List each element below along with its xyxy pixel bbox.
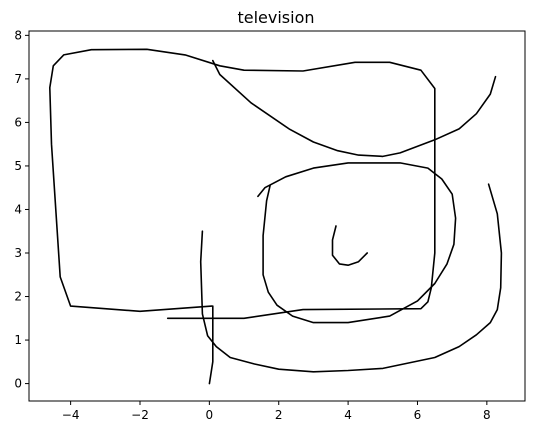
y-tick-label: 2 [14, 290, 22, 304]
x-tick-label: 2 [275, 408, 283, 422]
x-tick-label: −2 [131, 408, 149, 422]
x-tick-label: 8 [483, 408, 491, 422]
stroke-line-6 [208, 305, 214, 385]
y-tick-label: 8 [14, 28, 22, 42]
x-tick-label: −4 [62, 408, 80, 422]
stroke-line-1 [48, 48, 436, 320]
x-tick-label: 4 [344, 408, 352, 422]
chart-title: television [237, 8, 314, 27]
y-tick-label: 0 [14, 377, 22, 391]
y-tick-label: 6 [14, 115, 22, 129]
x-tick-label: 6 [414, 408, 422, 422]
stroke-line-5 [199, 183, 503, 373]
stroke-line-2 [212, 59, 497, 158]
stroke-line-3 [257, 162, 457, 324]
y-tick-label: 5 [14, 159, 22, 173]
axes-frame [28, 30, 526, 402]
x-axis: −4 −2 0 2 4 6 8 [62, 401, 491, 422]
y-axis: 0 1 2 3 4 5 6 7 8 [14, 28, 29, 391]
y-tick-label: 4 [14, 202, 22, 216]
y-tick-label: 3 [14, 246, 22, 260]
y-tick-label: 1 [14, 333, 22, 347]
x-tick-label: 0 [206, 408, 214, 422]
y-tick-label: 7 [14, 72, 22, 86]
stroke-line-4 [331, 225, 369, 267]
plot-lines [48, 48, 503, 385]
